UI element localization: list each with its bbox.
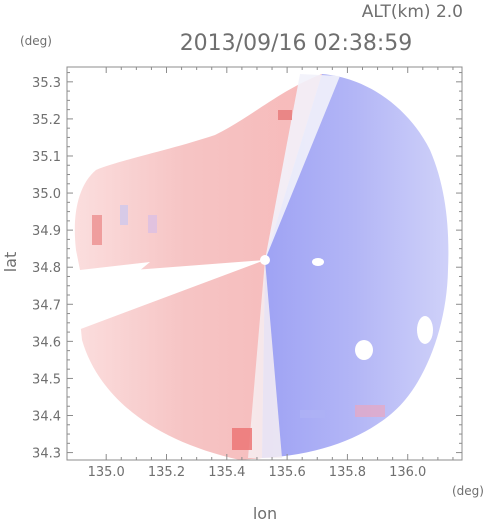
y-tick-label: 34.7 bbox=[32, 298, 61, 313]
receding-region bbox=[262, 74, 449, 458]
y-tick-label: 34.4 bbox=[32, 410, 61, 425]
speckle-3 bbox=[148, 215, 157, 233]
x-tick-label: 135.8 bbox=[329, 465, 366, 480]
gap-blob-1 bbox=[312, 258, 324, 266]
y-tick-label: 34.6 bbox=[32, 335, 61, 350]
neutral-wedge-south bbox=[248, 260, 282, 458]
y-tick-label: 34.8 bbox=[32, 261, 61, 276]
x-tick-label: 135.4 bbox=[208, 465, 245, 480]
x-axis: 135.0 135.2 135.4 135.6 135.8 136.0 bbox=[88, 67, 454, 480]
radar-site bbox=[260, 255, 270, 265]
speckle-7 bbox=[300, 410, 325, 418]
gap-blob-2 bbox=[355, 340, 373, 360]
y-tick-label: 34.5 bbox=[32, 372, 61, 387]
x-unit-label: (deg) bbox=[452, 484, 484, 498]
y-unit-label: (deg) bbox=[20, 34, 52, 48]
x-tick-label: 135.6 bbox=[269, 465, 306, 480]
y-tick-label: 35.1 bbox=[32, 150, 61, 165]
y-tick-label: 35.3 bbox=[32, 76, 61, 91]
x-tick-label: 136.0 bbox=[389, 465, 426, 480]
y-axis: 35.3 35.2 35.1 35.0 34.9 34.8 34.7 34.6 34.5 34.4… bbox=[32, 72, 462, 462]
speckle-1 bbox=[92, 215, 102, 245]
radar-field bbox=[67, 74, 449, 460]
y-tick-label: 34.9 bbox=[32, 224, 61, 239]
speckle-4 bbox=[278, 110, 292, 120]
y-tick-label: 35.2 bbox=[32, 113, 61, 128]
x-tick-label: 135.2 bbox=[148, 465, 185, 480]
plot-frame bbox=[66, 66, 463, 461]
x-axis-label: lon bbox=[253, 504, 277, 521]
altitude-label: ALT(km) 2.0 bbox=[362, 2, 463, 22]
data-gap-wedge bbox=[67, 260, 265, 330]
gap-blob-3 bbox=[417, 316, 433, 344]
speckle-5 bbox=[232, 428, 252, 450]
speckle-2 bbox=[120, 205, 128, 225]
timestamp-title: 2013/09/16 02:38:59 bbox=[180, 31, 413, 56]
neutral-wedge bbox=[265, 74, 340, 260]
y-tick-label: 35.0 bbox=[32, 187, 61, 202]
x-tick-label: 135.0 bbox=[88, 465, 125, 480]
speckle-6 bbox=[355, 405, 385, 417]
y-axis-label: lat bbox=[1, 252, 20, 273]
y-tick-label: 34.3 bbox=[32, 447, 61, 462]
